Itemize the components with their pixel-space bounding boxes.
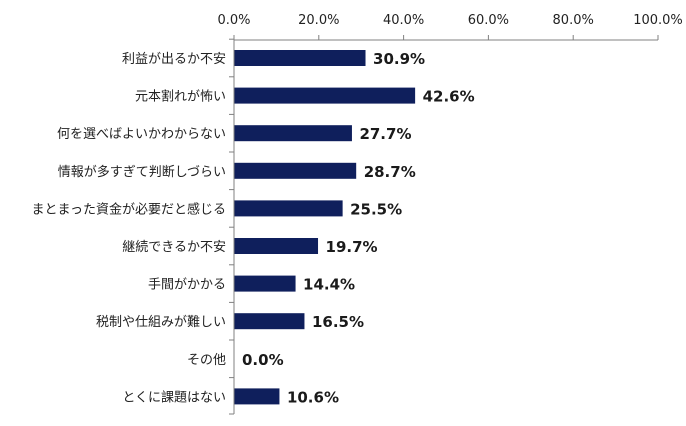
x-tick-label: 60.0% — [468, 13, 509, 28]
data-label: 27.7% — [359, 125, 411, 143]
category-label: 手間がかかる — [148, 278, 226, 293]
category-label: その他 — [187, 353, 226, 368]
bar — [234, 50, 366, 66]
data-label: 14.4% — [303, 276, 355, 294]
data-label: 16.5% — [312, 313, 364, 331]
category-label: とくに課題はない — [122, 389, 226, 405]
data-label: 30.9% — [373, 50, 425, 68]
data-label: 19.7% — [326, 238, 378, 256]
bar — [234, 162, 357, 179]
data-labels: 30.9% 42.6% 27.7% 28.7% 25.5% 19.7% 14.4% 16.5%… — [242, 50, 475, 406]
data-label: 25.5% — [350, 200, 402, 218]
x-tick-label: 0.0% — [217, 13, 250, 28]
x-tick-label: 40.0% — [383, 13, 424, 28]
bar — [234, 200, 343, 217]
category-label: 元本割れが怖い — [135, 89, 226, 105]
category-label: 何を選べばよいかわからない — [57, 126, 226, 142]
data-label: 0.0% — [242, 351, 284, 369]
data-label: 28.7% — [364, 163, 416, 181]
x-tick-label: 100.0% — [633, 13, 683, 28]
category-label: まとまった資金が必要だと感じる — [32, 201, 226, 217]
category-label: 税制や仕組みが難しい — [96, 315, 226, 330]
x-axis-ticks: 0.0% 20.0% 40.0% 60.0% 80.0% 100.0% — [217, 13, 683, 40]
x-tick-label: 20.0% — [298, 13, 339, 28]
bars — [229, 38, 416, 415]
data-label: 42.6% — [423, 88, 475, 106]
category-label: 情報が多すぎて判断しづらい — [58, 164, 226, 180]
bar — [234, 313, 305, 330]
bar — [234, 125, 352, 142]
category-labels: 利益が出るか不安元本割れが怖い何を選べばよいかわからない情報が多すぎて判断しづら… — [32, 52, 226, 405]
bar — [234, 388, 280, 405]
category-label: 継続できるか不安 — [122, 240, 226, 255]
data-label: 10.6% — [287, 388, 339, 406]
x-tick-label: 80.0% — [553, 13, 594, 28]
category-label: 利益が出るか不安 — [122, 52, 226, 67]
bar — [234, 275, 296, 292]
bar — [234, 87, 416, 104]
bar — [234, 238, 319, 254]
